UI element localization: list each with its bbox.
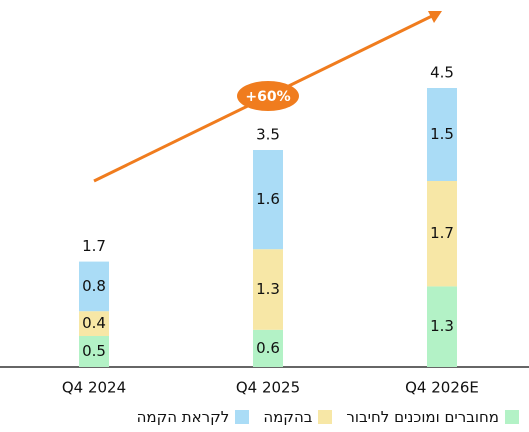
legend-label: לקראת הקמה [136, 408, 230, 426]
bar-segment [427, 181, 457, 287]
bar-segment [427, 88, 457, 181]
value-label: 1.7 [430, 224, 454, 242]
bar-segment [253, 249, 283, 330]
total-label: 4.5 [430, 64, 454, 82]
legend-label: מחוברים ומוכנים לחיבור [346, 408, 499, 426]
value-label: 1.6 [256, 190, 280, 208]
value-label: 0.6 [256, 339, 280, 357]
total-label: 3.5 [256, 126, 280, 144]
x-tick-label: Q4 2024 [62, 379, 126, 397]
badge [237, 81, 299, 111]
x-tick-label: Q4 2025 [236, 379, 300, 397]
bar-segment [79, 336, 109, 367]
value-label: 1.3 [430, 317, 454, 335]
bar-segment [79, 311, 109, 336]
value-label: 0.8 [82, 277, 106, 295]
bar-segment [79, 261, 109, 312]
value-label: 0.5 [82, 342, 106, 360]
value-label: 0.4 [82, 314, 106, 332]
bar-segment [253, 150, 283, 250]
badge-text: +60% [245, 89, 290, 105]
legend: מחוברים ומוכנים לחיבור בהקמה לקראת הקמה [137, 408, 519, 426]
x-tick-label: Q4 2026E [405, 379, 479, 397]
total-label: 1.7 [82, 237, 106, 255]
plot: +60% 0.5 0.4 0.8 1.7 Q4 2024 0.6 1.3 1.6 3.5 Q4 20… [0, 11, 529, 397]
bar-segment [427, 286, 457, 367]
legend-swatch [235, 410, 250, 424]
bar-segment [253, 329, 283, 367]
legend-swatch [318, 410, 333, 424]
legend-swatch [505, 410, 519, 424]
value-label: 1.5 [430, 125, 454, 143]
legend-item: מחוברים ומוכנים לחיבור [346, 408, 519, 426]
arrow-head [428, 11, 442, 23]
legend-item: לקראת הקמה [137, 408, 250, 426]
legend-item: בהקמה [263, 408, 333, 426]
value-label: 1.3 [256, 280, 280, 298]
legend-label: בהקמה [263, 408, 313, 426]
